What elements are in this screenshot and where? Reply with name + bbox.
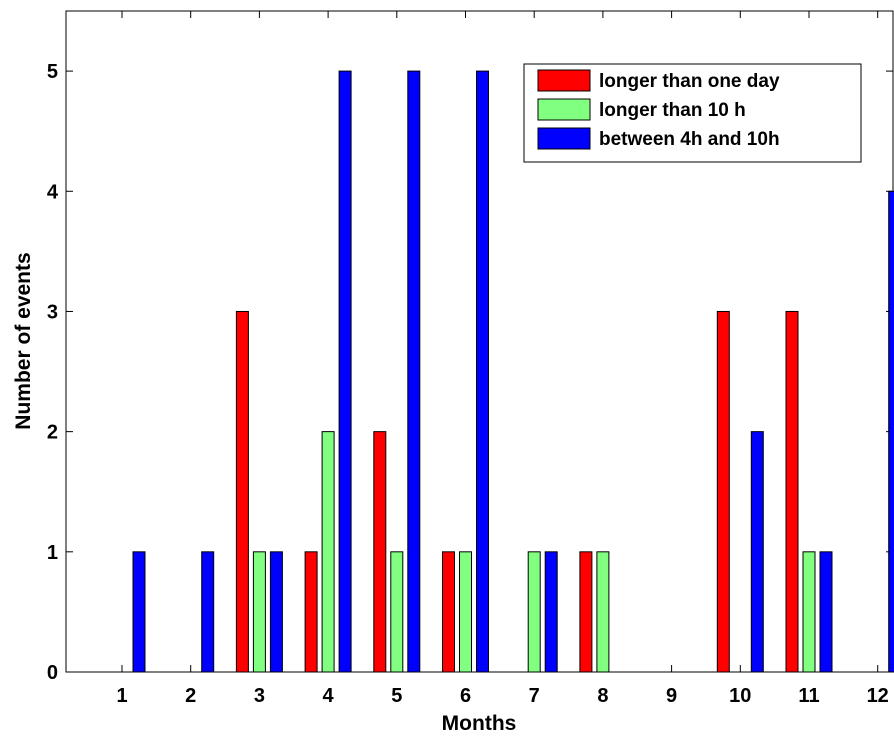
x-tick-labels: 1 2 3 4 5 6 7 8 9 10 11 12: [116, 685, 888, 707]
legend-swatch: [537, 98, 591, 121]
legend-label: longer than one day: [599, 71, 780, 92]
bar-2-month-4: [321, 431, 335, 673]
x-tick-label: 7: [529, 685, 540, 707]
x-tick-label: 4: [323, 685, 335, 707]
bar-3-month-1: [132, 551, 146, 673]
y-tick-label: 2: [47, 422, 58, 444]
bar-2-month-5: [390, 551, 404, 673]
bar-2-month-11: [802, 551, 816, 673]
bar-1-month-4: [304, 551, 318, 673]
x-tick-label: 9: [666, 685, 677, 707]
bar-3-month-6: [476, 70, 489, 673]
bar-1-month-5: [373, 431, 387, 673]
y-tick-labels: 0 1 2 3 4 5: [47, 61, 59, 684]
x-tick-label: 1: [116, 685, 127, 707]
bar-3-month-7: [544, 551, 558, 673]
bar-3-month-4: [338, 70, 352, 673]
x-tick-label: 11: [798, 685, 819, 707]
bar-3-month-12: [888, 190, 894, 673]
y-axis-title: Number of events: [12, 252, 35, 429]
x-tick-label: 3: [254, 685, 265, 707]
bar-3-month-10: [750, 431, 764, 673]
bar-1-month-8: [579, 551, 593, 673]
y-tick-label: 4: [47, 181, 59, 203]
x-axis-title: Months: [442, 712, 517, 735]
y-tick-label: 1: [47, 542, 58, 564]
y-tick-label: 5: [47, 61, 58, 83]
legend-swatch: [537, 69, 591, 92]
x-tick-label: 5: [391, 685, 402, 707]
bar-3-month-11: [819, 551, 833, 673]
bar-3-month-3: [269, 551, 283, 673]
x-tick-label: 10: [729, 685, 751, 707]
y-tick-label: 0: [47, 662, 58, 684]
bar-3-month-5: [407, 70, 421, 673]
bar-1-month-3: [235, 310, 249, 673]
bar-2-month-7: [527, 551, 541, 673]
legend-label: between 4h and 10h: [599, 129, 780, 150]
bar-1-month-10: [716, 310, 730, 673]
bar-3-month-2: [201, 551, 215, 673]
bar-2-month-6: [459, 551, 472, 673]
legend-label: longer than 10 h: [599, 100, 746, 121]
x-tick-label: 6: [460, 685, 471, 707]
bars: [132, 70, 894, 673]
bar-2-month-8: [596, 551, 610, 673]
x-tick-label: 2: [185, 685, 196, 707]
x-tick-label: 12: [867, 685, 889, 707]
legend: longer than one day longer than 10 h betwe…: [523, 63, 862, 163]
bar-2-month-3: [252, 551, 266, 673]
bar-1-month-6: [442, 551, 455, 673]
bar-1-month-11: [785, 310, 799, 673]
x-tick-label: 8: [597, 685, 608, 707]
legend-swatch: [537, 127, 591, 150]
y-tick-label: 3: [47, 301, 58, 323]
